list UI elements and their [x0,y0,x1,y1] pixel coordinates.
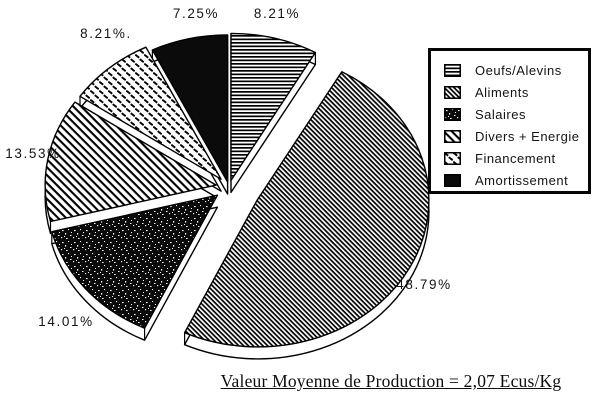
pie-slice-oeufs-alevins [230,32,317,182]
caption-mean-production-value: Valeur Moyenne de Production = 2,07 Ecus… [220,371,562,391]
legend-item: Financement [431,147,588,169]
legend-item: Salaires [431,103,588,125]
pie-slice-amortissement [151,34,229,183]
slice-percent-label-oeufs-alevins: 8.21% [254,6,300,21]
legend-item: Amortissement [431,169,588,191]
legend-item-label: Salaires [475,106,526,122]
legend-swatch-icon [444,85,461,99]
slice-percent-label-amortissement: 7.25% [173,6,219,21]
slice-percent-label-divers-energie: 13.53% [5,146,60,161]
pie-slice-divers-energie [44,101,217,223]
legend-item-label: Divers + Energie [475,128,580,144]
pie-slice-aliments [183,71,430,348]
slice-percent-label-salaires: 14.01% [38,314,93,329]
legend-swatch-icon [444,173,461,187]
legend-swatch-icon [444,151,461,165]
legend-item-label: Amortissement [475,172,569,188]
legend-item-label: Financement [475,150,556,166]
pie-slice-group-aliments [183,71,430,360]
pie-slice-group-salaires [51,194,219,341]
legend-swatch-icon [444,107,461,121]
pie-slice-group-divers-energie [44,101,217,235]
legend-swatch-icon [444,63,461,77]
legend-item: Divers + Energie [431,125,588,147]
slice-percent-label-aliments: 48.79% [396,277,451,292]
slice-percent-label-financement: 8.21%. [80,26,132,41]
legend-item: Aliments [431,81,588,103]
legend-item: Oeufs/Alevins [431,59,588,81]
pie-slice-group-oeufs-alevins [230,32,317,194]
legend-item-label: Aliments [475,84,529,100]
pie-slice-salaires [51,194,219,329]
pie-slice-financement [79,46,222,180]
legend-swatch-icon [444,129,461,143]
legend: Oeufs/Alevins Aliments Salaires [428,48,591,194]
legend-item-label: Oeufs/Alevins [475,62,562,78]
